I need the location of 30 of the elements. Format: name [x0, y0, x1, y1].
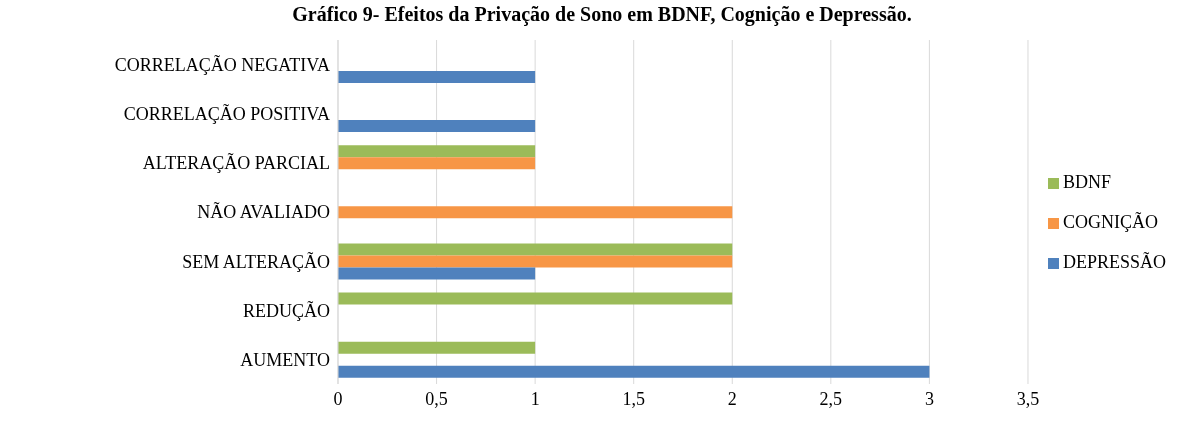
y-tick-label: SEM ALTERAÇÃO	[182, 250, 330, 272]
legend-label: DEPRESSÃO	[1062, 252, 1166, 272]
bar	[338, 365, 930, 378]
bar	[338, 267, 536, 280]
legend-label: BDNF	[1062, 172, 1111, 192]
y-tick-label: NÃO AVALIADO	[197, 201, 330, 223]
x-tick-label: 0	[333, 388, 343, 409]
bar	[338, 120, 536, 133]
y-tick-label: REDUÇÃO	[242, 299, 330, 321]
y-tick-label: CORRELAÇÃO POSITIVA	[123, 103, 330, 125]
x-tick-label: 2	[727, 388, 737, 409]
x-tick-label: 3	[924, 388, 934, 409]
bar	[338, 255, 733, 268]
bar	[338, 70, 536, 83]
y-tick-label: AUMENTO	[240, 349, 330, 370]
bar	[338, 157, 536, 170]
x-tick-label: 2,5	[819, 388, 843, 409]
x-tick-label: 3,5	[1016, 388, 1040, 409]
x-tick-label: 0,5	[425, 388, 448, 409]
bar	[338, 243, 733, 256]
bar	[338, 145, 536, 158]
y-tick-label: CORRELAÇÃO NEGATIVA	[114, 53, 330, 75]
x-tick-label: 1,5	[622, 388, 645, 409]
x-tick-label: 1	[530, 388, 540, 409]
y-tick-label: ALTERAÇÃO PARCIAL	[142, 152, 330, 174]
bar	[338, 292, 733, 305]
bar	[338, 341, 536, 354]
legend-label: COGNIÇÃO	[1062, 212, 1158, 232]
chart-title: Gráfico 9- Efeitos da Privação de Sono em BDNF, Cognição e Depressão.	[291, 2, 913, 26]
bar	[338, 206, 733, 219]
